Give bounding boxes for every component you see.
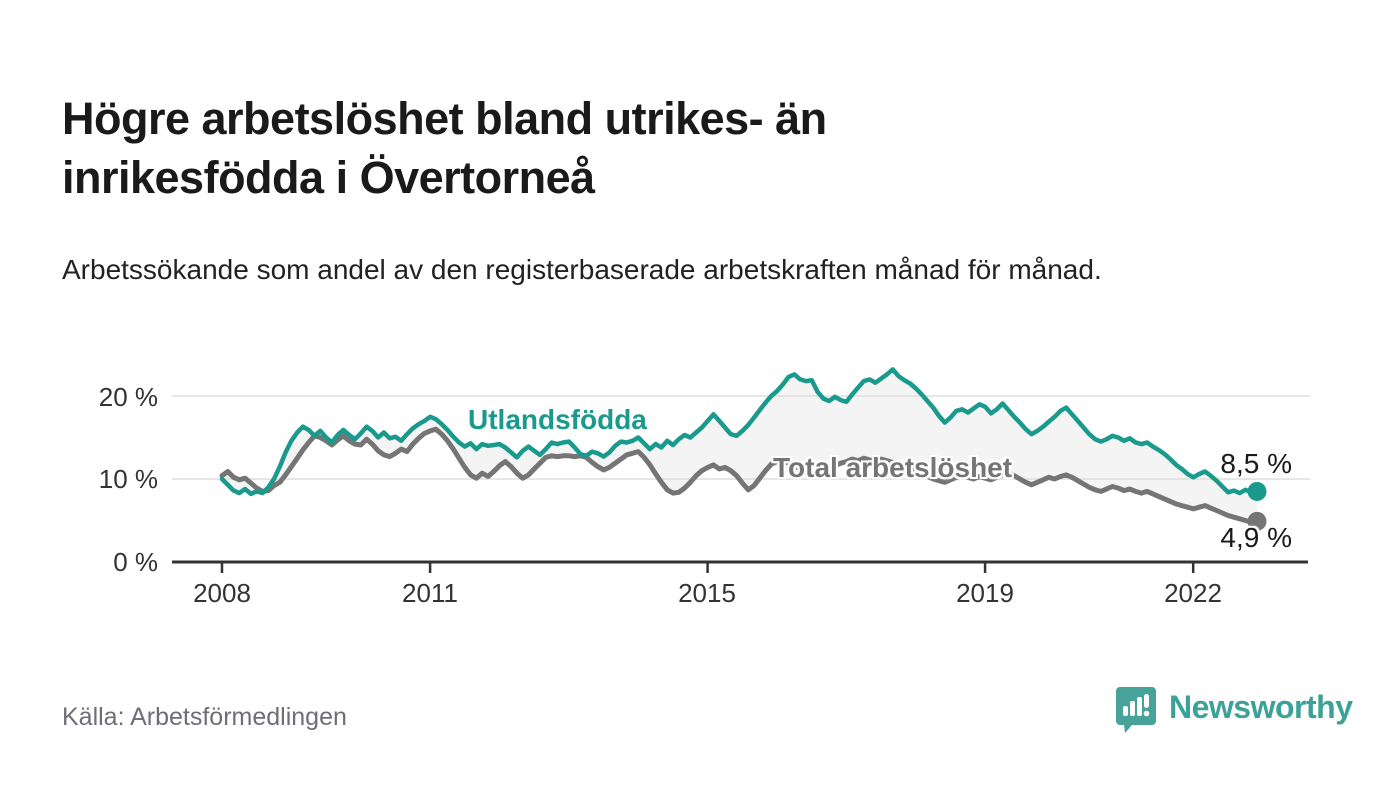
- source-note: Källa: Arbetsförmedlingen: [62, 703, 347, 731]
- y-axis-tick-20: 20 %: [98, 382, 158, 412]
- y-axis-tick-10: 10 %: [98, 464, 158, 494]
- x-axis-tick-2011: 2011: [402, 578, 458, 608]
- logo-wordmark: Newsworthy: [1169, 689, 1353, 725]
- chart-subtitle: Arbetssökande som andel av den registerb…: [62, 254, 1102, 285]
- series-label-total-arbetsloshet: Total arbetslöshet: [773, 452, 1013, 483]
- x-axis-tick-2008: 2008: [193, 578, 251, 608]
- bar-chart-speech-bubble-icon: [1115, 686, 1157, 739]
- chart-title: Högre arbetslöshet bland utrikes- än inr…: [62, 93, 827, 203]
- end-value-label-total: 4,9 %: [1220, 522, 1292, 553]
- x-axis-tick-2019: 2019: [956, 578, 1014, 608]
- y-axis-tick-0: 0 %: [113, 547, 158, 577]
- series-label-utlandsfodda: Utlandsfödda: [468, 404, 647, 435]
- end-value-label-utlandsfodda: 8,5 %: [1220, 448, 1292, 479]
- x-axis-tick-2015: 2015: [678, 578, 736, 608]
- newsworthy-logo[interactable]: Newsworthy: [1115, 686, 1353, 739]
- x-axis-tick-2022: 2022: [1164, 578, 1222, 608]
